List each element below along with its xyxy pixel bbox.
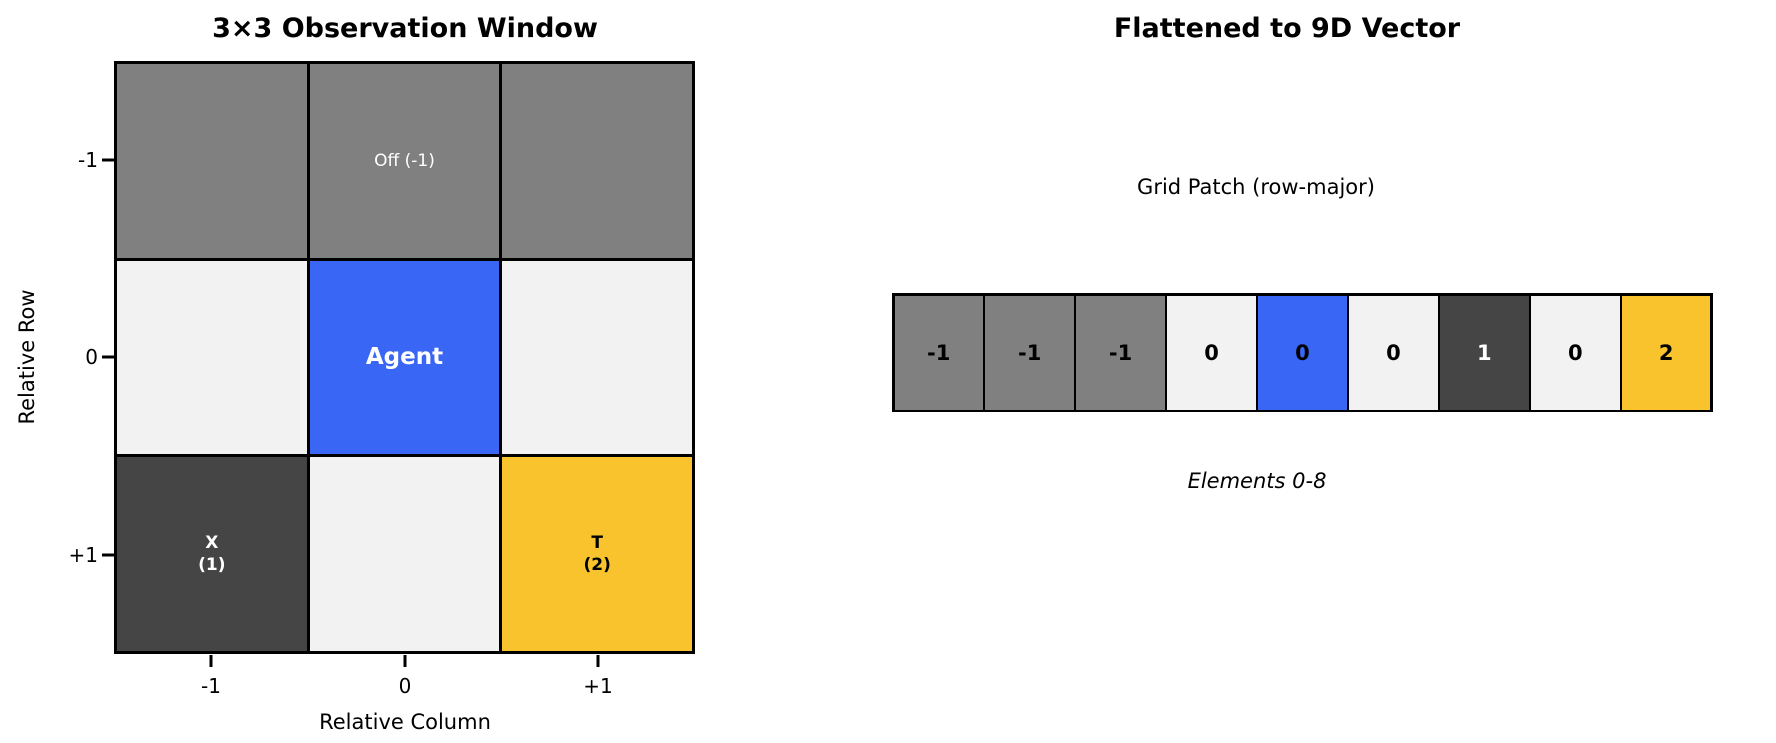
x-tick-label: +1 [583, 674, 613, 698]
grid-cell [117, 260, 307, 455]
grid-cell: T (2) [502, 457, 692, 651]
flattened-vector: -1 -1 -1 0 0 0 1 0 2 [892, 293, 1713, 412]
x-tick-label: -1 [201, 674, 221, 698]
grid-cell: Off (-1) [309, 64, 500, 258]
observation-grid: Off (-1) Agent X (1) T (2) [114, 61, 695, 654]
vector-cell: 0 [1531, 295, 1620, 410]
x-tick-mark [403, 655, 407, 667]
grid-cell-sublabel: (2) [583, 555, 611, 576]
grid-cell-label: T [591, 533, 603, 554]
vector-subtitle: Grid Patch (row-major) [1137, 175, 1375, 199]
vector-cell: -1 [1076, 295, 1165, 410]
y-tick-label: +1 [68, 543, 98, 567]
y-tick-label: -1 [78, 148, 98, 172]
vector-cell: 1 [1440, 295, 1529, 410]
grid-cell: Agent [309, 260, 500, 455]
vector-cell: -1 [894, 295, 983, 410]
y-axis-label: Relative Row [15, 289, 39, 425]
grid-cell-sublabel: (1) [198, 555, 226, 576]
vector-caption: Elements 0-8 [1187, 469, 1327, 493]
grid-cell [502, 64, 692, 258]
grid-cell: X (1) [117, 457, 307, 651]
right-panel-title: Flattened to 9D Vector [1113, 13, 1461, 44]
grid-cell-label: Off (-1) [374, 150, 435, 171]
left-panel-title: 3×3 Observation Window [212, 13, 598, 44]
y-tick-label: 0 [85, 345, 98, 369]
x-tick-mark [209, 655, 213, 667]
vector-cell: 0 [1167, 295, 1256, 410]
grid-cell [309, 457, 500, 651]
grid-cell-label: Agent [365, 343, 444, 370]
vector-cell: 2 [1622, 295, 1711, 410]
y-tick-mark [102, 158, 114, 162]
grid-cell [502, 260, 692, 455]
x-tick-label: 0 [398, 674, 412, 698]
y-tick-mark [102, 355, 114, 359]
grid-cell [117, 64, 307, 258]
y-tick-mark [102, 553, 114, 557]
vector-cell: 0 [1258, 295, 1347, 410]
vector-cell: -1 [985, 295, 1074, 410]
x-tick-mark [596, 655, 600, 667]
grid-cell-label: X [205, 533, 219, 554]
vector-cell: 0 [1349, 295, 1438, 410]
x-axis-label: Relative Column [319, 710, 491, 734]
